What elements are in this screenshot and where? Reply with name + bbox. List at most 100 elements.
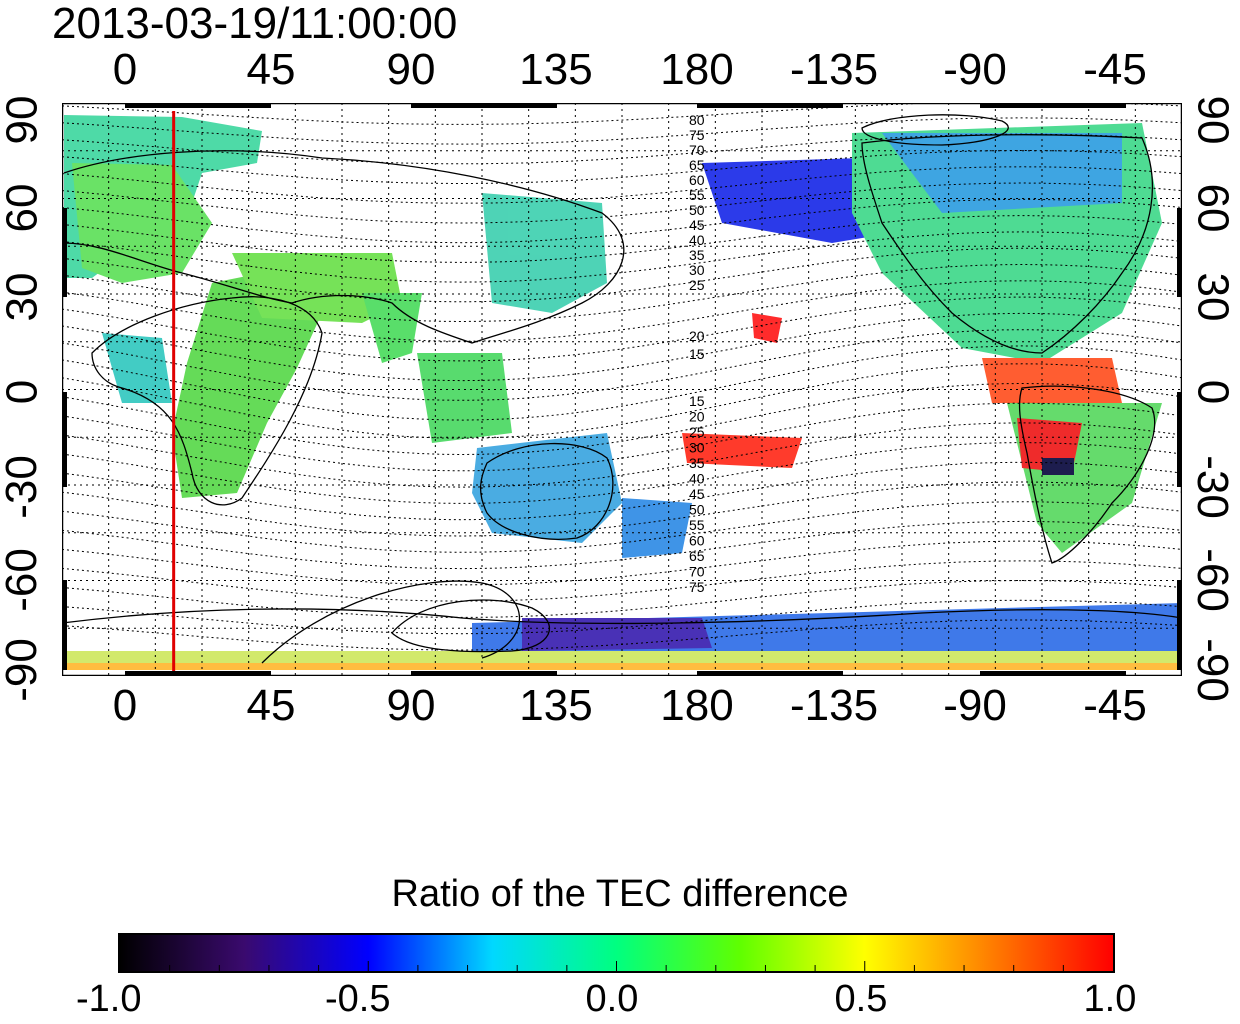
data-region-africa-west <box>102 333 172 403</box>
contour-label-south-12: 75 <box>689 579 705 595</box>
x-tick-bottom-2: 90 <box>386 681 436 730</box>
frame-bar-bottom <box>697 671 843 676</box>
contour-label-north-11: 25 <box>689 277 705 293</box>
y-tick-left-5: -60 <box>0 548 46 612</box>
x-tick-bottom-6: -90 <box>943 681 1007 730</box>
contour-label-north-12: 20 <box>689 328 705 344</box>
colorbar-label-3: 0.5 <box>834 978 888 1020</box>
map-border <box>62 103 1182 676</box>
y-tick-right-1: 60 <box>1188 183 1237 233</box>
frame-bar-left <box>62 580 67 670</box>
contour-label-north-7: 45 <box>689 217 705 233</box>
y-tick-left-1: 60 <box>0 183 46 233</box>
x-tick-bottom-7: -45 <box>1083 681 1147 730</box>
coast-africa <box>91 296 323 506</box>
contour-label-south-1: 20 <box>689 409 705 425</box>
colorbar-title: Ratio of the TEC difference <box>391 873 849 915</box>
contour-label-north-3: 65 <box>689 157 705 173</box>
data-region-se-asia <box>417 353 512 443</box>
y-tick-left-2: 30 <box>0 272 46 322</box>
y-tick-right-6: -90 <box>1188 638 1237 702</box>
frame-bar-right <box>1177 392 1182 487</box>
frame-bar-top <box>980 103 1126 108</box>
x-tick-top-7: -45 <box>1083 45 1147 94</box>
contour-line <box>62 461 1182 521</box>
data-region-pacific-red <box>682 433 802 468</box>
contour-line <box>62 182 1182 224</box>
contour-value-labels: 8075706560555045403530252015152025303540… <box>689 112 705 595</box>
y-tick-right-2: 30 <box>1188 272 1237 322</box>
contour-label-north-10: 30 <box>689 262 705 278</box>
contour-line <box>62 599 1182 635</box>
data-region-hawaii-red <box>752 313 782 343</box>
y-tick-right-4: -30 <box>1188 455 1237 519</box>
colorbar-label-1: -0.5 <box>325 978 391 1020</box>
y-tick-left-6: -90 <box>0 638 46 702</box>
contour-label-north-5: 55 <box>689 187 705 203</box>
contour-line <box>62 580 1182 618</box>
contour-line <box>62 402 1182 472</box>
contour-line <box>62 560 1182 602</box>
contour-line <box>62 422 1182 488</box>
coast-north-america <box>861 134 1153 354</box>
coast-antarctica <box>62 608 1182 625</box>
x-tick-top-1: 45 <box>246 45 296 94</box>
data-region-europe-core <box>72 163 212 283</box>
data-region-pacific-south <box>622 498 692 558</box>
contour-label-south-8: 55 <box>689 517 705 533</box>
coast-australia <box>479 442 614 540</box>
coast-north-oval <box>861 114 1009 146</box>
data-region-canada <box>882 133 1122 213</box>
y-tick-left-4: -30 <box>0 455 46 519</box>
x-tick-top-0: 0 <box>112 45 138 94</box>
data-region-central-america <box>982 358 1122 403</box>
coast-antarctica-loop-left <box>261 580 520 664</box>
frame-bar-bottom <box>125 671 271 676</box>
x-tick-bottom-3: 135 <box>519 681 593 730</box>
data-region-north-pacific <box>702 158 892 243</box>
x-tick-top-3: 135 <box>519 45 593 94</box>
map-title: 2013-03-19/11:00:00 <box>52 0 458 48</box>
contour-line <box>62 166 1182 204</box>
frame-bar-bottom <box>411 671 557 676</box>
contour-label-north-6: 50 <box>689 202 705 218</box>
x-tick-bottom-1: 45 <box>246 681 296 730</box>
data-region-south-america-dark <box>1042 458 1074 475</box>
contour-label-south-9: 60 <box>689 533 705 549</box>
contour-label-south-5: 40 <box>689 471 705 487</box>
contour-line <box>62 280 1182 342</box>
frame-bar-bottom <box>980 671 1126 676</box>
coastlines <box>62 114 1182 664</box>
map-grid <box>62 103 1182 676</box>
data-region-africa <box>172 263 322 498</box>
coast-antarctica-loop <box>391 599 550 653</box>
contour-label-south-2: 25 <box>689 424 705 440</box>
x-tick-bottom-5: -135 <box>790 681 879 730</box>
x-tick-top-2: 90 <box>386 45 436 94</box>
data-region-antarctica-purple <box>522 618 712 651</box>
frame-bar-right <box>1177 208 1182 297</box>
contour-line <box>62 363 1182 439</box>
contour-line <box>62 149 1182 185</box>
contour-line <box>62 619 1182 651</box>
contour-line <box>62 442 1182 504</box>
coast-eurasia <box>63 150 625 344</box>
frame-scale-bars <box>62 103 1182 676</box>
frame-bar-top <box>411 103 557 108</box>
colorbar-label-4: 1.0 <box>1083 978 1137 1020</box>
y-tick-right-0: 90 <box>1188 95 1237 145</box>
contour-label-north-4: 60 <box>689 172 705 188</box>
tec-map: 8075706560555045403530252015152025303540… <box>62 103 1182 676</box>
y-tick-right-3: 0 <box>1188 379 1237 405</box>
contour-label-north-13: 15 <box>689 346 705 362</box>
y-tick-left-3: 0 <box>0 379 46 405</box>
x-tick-bottom-4: 180 <box>660 681 734 730</box>
contour-label-south-10: 65 <box>689 548 705 564</box>
contour-label-south-3: 30 <box>689 440 705 456</box>
contour-line <box>62 345 1182 421</box>
x-tick-top-6: -90 <box>943 45 1007 94</box>
y-tick-right-5: -60 <box>1188 548 1237 612</box>
contour-label-north-9: 35 <box>689 247 705 263</box>
contour-line <box>62 103 1182 125</box>
x-tick-bottom-0: 0 <box>112 681 138 730</box>
